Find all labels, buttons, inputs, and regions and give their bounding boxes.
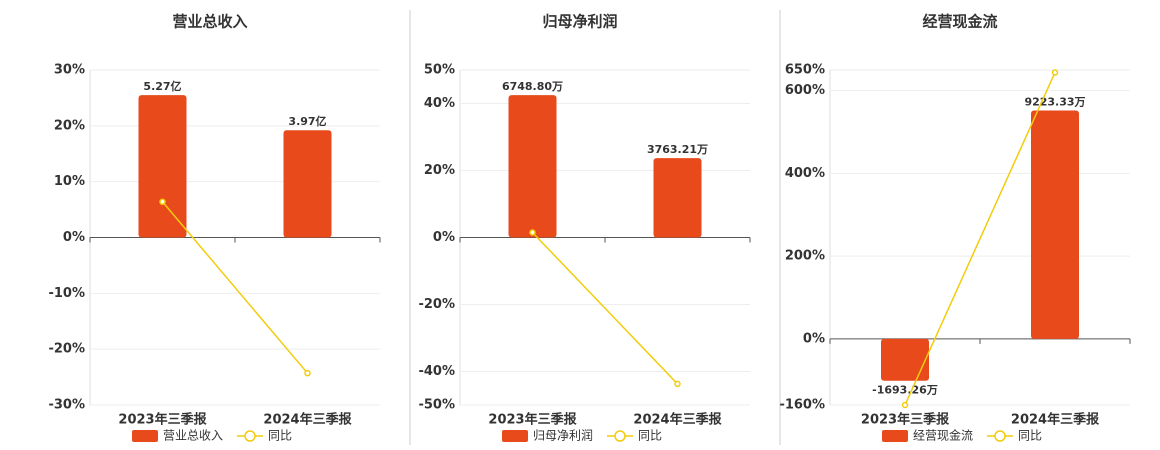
y-tick-label: 0% — [433, 230, 455, 245]
chart-title: 归母净利润 — [542, 13, 617, 31]
value-label: 9223.33万 — [1024, 96, 1085, 109]
y-tick-label: 30% — [54, 63, 85, 78]
bar — [283, 130, 332, 238]
x-tick-label: 2024年三季报 — [633, 412, 722, 428]
legend-label: 归母净利润 — [533, 429, 593, 443]
legend-swatch — [882, 430, 908, 442]
y-tick-label: 20% — [54, 118, 85, 133]
y-tick-label: 200% — [785, 249, 825, 264]
value-label: -1693.26万 — [872, 384, 938, 397]
chart-title: 营业总收入 — [172, 13, 247, 31]
y-tick-label: 650% — [785, 63, 825, 78]
line — [904, 72, 1056, 406]
line-point — [674, 380, 681, 388]
value-label: 6748.80万 — [502, 80, 563, 93]
y-tick-label: 40% — [424, 96, 455, 111]
legend-label: 营业总收入 — [163, 429, 223, 443]
y-tick-label: 600% — [785, 83, 825, 98]
y-tick-label: 20% — [424, 163, 455, 178]
bar — [653, 158, 702, 238]
value-label: 5.27亿 — [143, 79, 181, 93]
legend-swatch — [502, 430, 528, 442]
y-tick-label: 0% — [63, 230, 85, 245]
legend-label: 同比 — [638, 429, 662, 443]
x-tick-label: 2023年三季报 — [118, 412, 207, 428]
y-tick-label: -30% — [48, 398, 85, 413]
legend-swatch — [132, 430, 158, 442]
x-tick-label: 2023年三季报 — [488, 412, 577, 428]
legend-marker — [614, 430, 626, 442]
legend-label: 同比 — [1018, 429, 1042, 443]
y-tick-label: 50% — [424, 63, 455, 78]
line-point — [159, 198, 166, 206]
line-point — [304, 369, 311, 377]
y-tick-label: -50% — [418, 398, 455, 413]
x-tick-label: 2024年三季报 — [263, 412, 352, 428]
line-point — [1051, 69, 1059, 76]
line-point — [529, 229, 536, 236]
x-tick-label: 2024年三季报 — [1011, 412, 1100, 428]
bar — [1031, 110, 1079, 339]
bar — [138, 95, 187, 238]
y-tick-label: 400% — [785, 166, 825, 181]
value-label: 3763.21万 — [647, 143, 708, 156]
y-tick-label: 0% — [803, 331, 825, 346]
legend-label: 经营现金流 — [913, 428, 973, 443]
chart-title: 经营现金流 — [922, 13, 997, 31]
y-tick-label: -20% — [418, 297, 455, 312]
y-tick-label: -10% — [48, 286, 85, 301]
line — [531, 231, 679, 385]
y-tick-label: -160% — [779, 398, 825, 413]
bar — [881, 338, 929, 381]
y-tick-label: 10% — [54, 174, 85, 189]
legend-marker — [244, 430, 256, 442]
x-tick-label: 2023年三季报 — [861, 412, 950, 428]
legend-label: 同比 — [268, 429, 292, 443]
line — [161, 201, 309, 374]
y-tick-label: -40% — [418, 364, 455, 379]
y-tick-label: -20% — [48, 342, 85, 357]
bar — [508, 95, 557, 238]
value-label: 3.97亿 — [288, 114, 326, 128]
legend-marker — [994, 430, 1006, 442]
line-point — [901, 401, 909, 409]
